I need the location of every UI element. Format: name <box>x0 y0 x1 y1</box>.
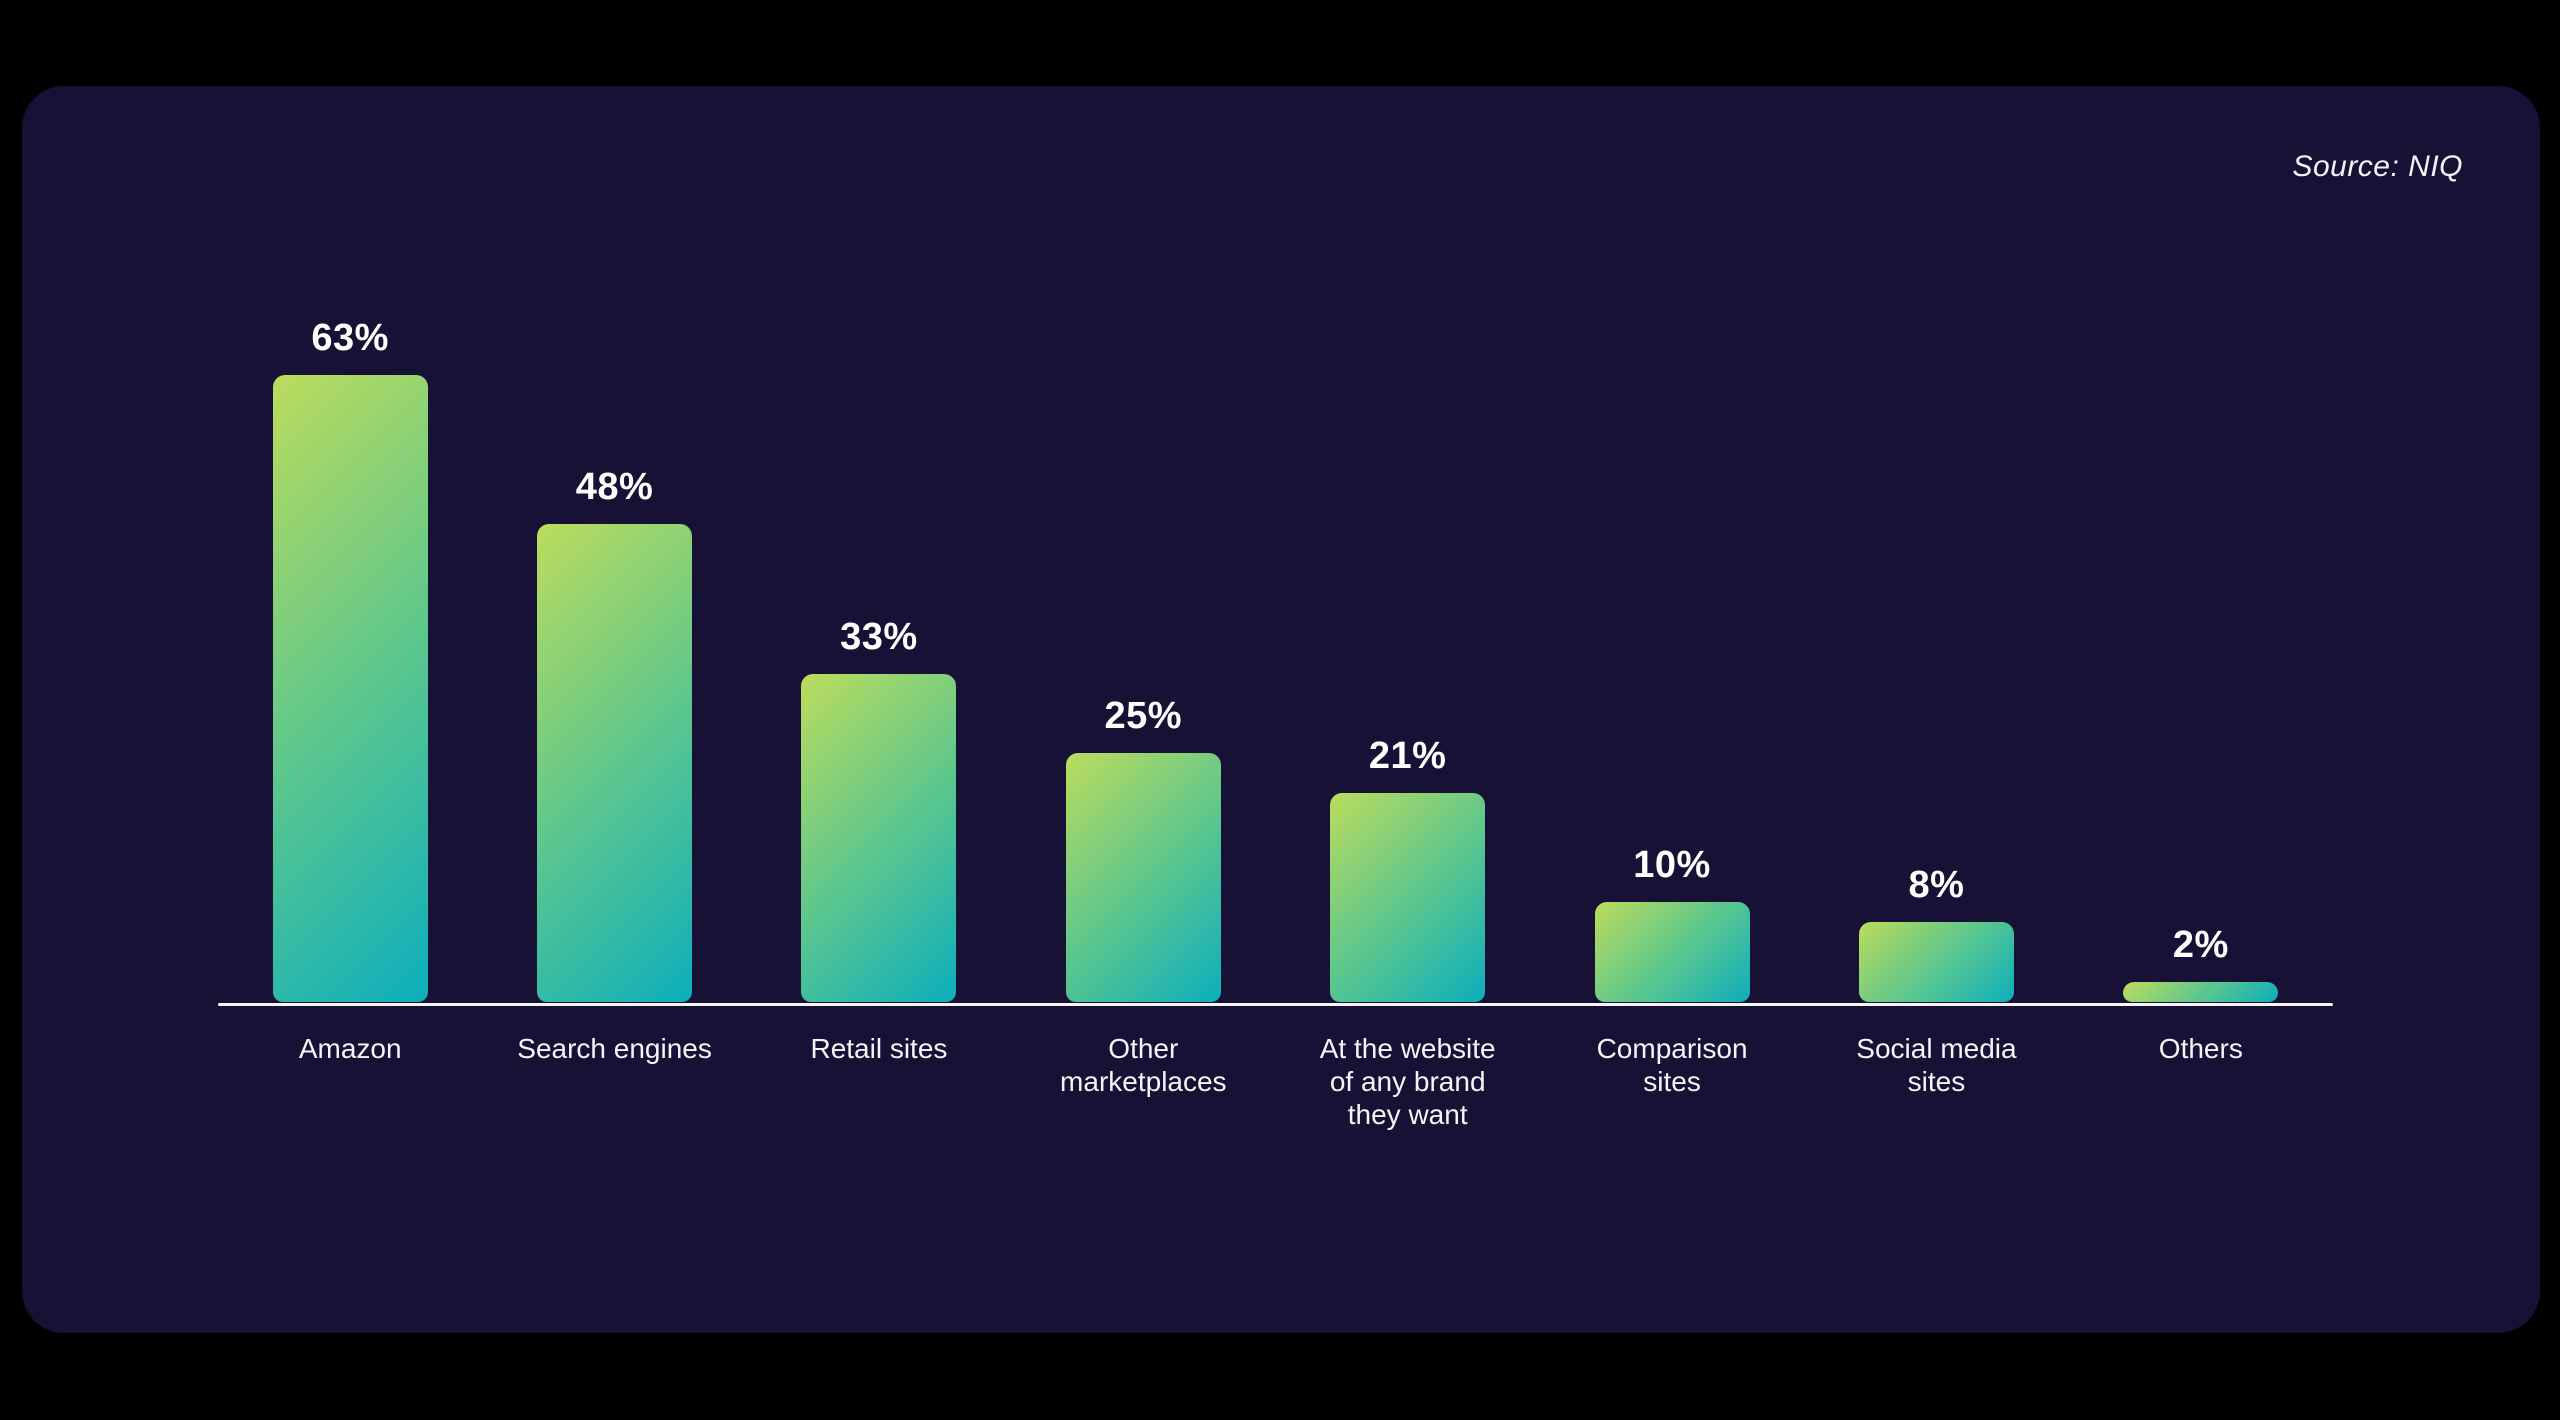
bar-others <box>2123 982 2279 1002</box>
source-attribution: Source: NIQ <box>2292 150 2463 183</box>
category-label-amazon: Amazon <box>298 1033 402 1064</box>
category-label-retail-sites: Retail sites <box>810 1033 948 1064</box>
bar-value-label-others: 2% <box>2172 924 2229 966</box>
bar-value-label-at-the-website-of-any-brand-they-want: 21% <box>1368 735 1447 777</box>
bar-comparison-sites <box>1594 902 1750 1002</box>
bar-column-at-the-website-of-any-brand-they-want: 21% <box>1276 735 1540 1002</box>
bar-column-search-engines: 48% <box>482 466 746 1002</box>
bar-column-social-media-sites: 8% <box>1804 864 2068 1002</box>
bar-retail-sites <box>801 674 957 1002</box>
bar-value-label-retail-sites: 33% <box>840 616 918 658</box>
chart-card: Source: NIQ 63% 48% 33% 25% 21% 10% 8% 2% Amazo… <box>22 86 2540 1333</box>
bar-at-the-website-of-any-brand-they-want <box>1330 793 1486 1002</box>
bar-column-amazon: 63% <box>218 317 482 1002</box>
bar-column-others: 2% <box>2069 924 2333 1002</box>
bar-value-label-social-media-sites: 8% <box>1908 864 1965 906</box>
bar-social-media-sites <box>1858 922 2014 1002</box>
bar-value-label-comparison-sites: 10% <box>1633 844 1711 886</box>
category-label-at-the-website-of-any-brand-they-want: At the website of any brand they want <box>1319 1033 1496 1130</box>
bar-search-engines <box>537 524 693 1002</box>
bar-value-label-other-marketplaces: 25% <box>1104 695 1183 737</box>
bar-value-label-search-engines: 48% <box>575 466 654 508</box>
bar-column-other-marketplaces: 25% <box>1011 695 1275 1002</box>
bar-column-comparison-sites: 10% <box>1540 844 1804 1002</box>
category-label-other-marketplaces: Other marketplaces <box>1060 1033 1227 1097</box>
category-label-others: Others <box>2158 1033 2243 1064</box>
category-labels-row: Amazon Search engines Retail sites Other ma… <box>218 1032 2333 1131</box>
bar-chart: 63% 48% 33% 25% 21% 10% 8% 2% Amazon Search engi… <box>218 86 2333 1333</box>
bar-value-label-amazon: 63% <box>311 317 389 359</box>
category-label-comparison-sites: Comparison sites <box>1596 1033 1748 1097</box>
x-axis-line <box>218 1003 2333 1006</box>
bar-amazon <box>272 375 428 1002</box>
bar-column-retail-sites: 33% <box>747 616 1011 1002</box>
category-label-search-engines: Search engines <box>517 1033 712 1064</box>
bar-other-marketplaces <box>1065 753 1221 1002</box>
category-label-social-media-sites: Social media sites <box>1856 1033 2017 1097</box>
bars-area: 63% 48% 33% 25% 21% 10% 8% 2% <box>218 86 2333 1002</box>
